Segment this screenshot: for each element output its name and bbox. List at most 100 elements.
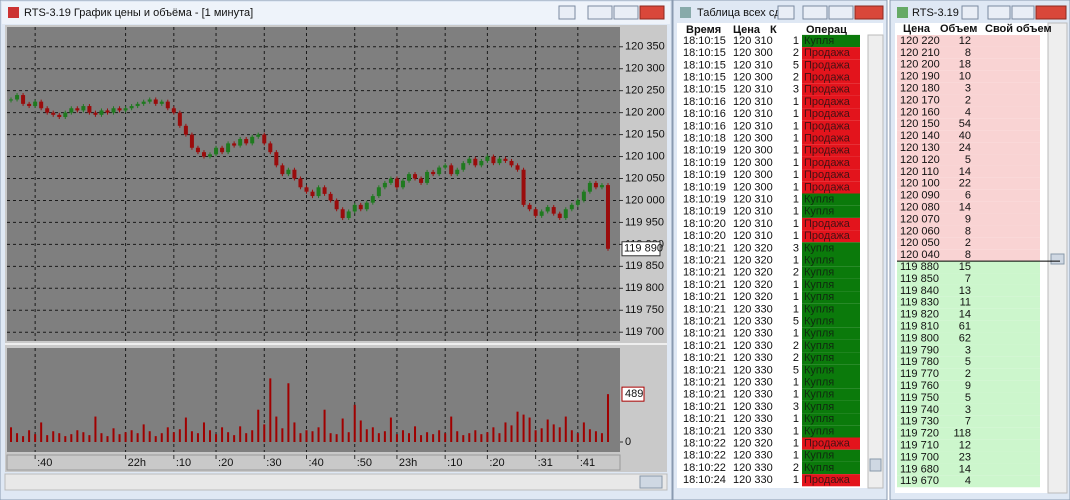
scroll-thumb[interactable] (869, 458, 882, 472)
volume-bar (395, 434, 398, 442)
trade-price: 120 310 (733, 206, 773, 218)
column-header[interactable]: Операц (806, 24, 847, 36)
maximize-button[interactable] (828, 5, 854, 20)
trade-quantity: 1 (793, 425, 799, 437)
trade-price: 120 330 (733, 474, 773, 486)
candle (509, 160, 514, 166)
close-button[interactable] (854, 5, 884, 20)
candle (262, 134, 267, 144)
ask-row (897, 106, 1040, 119)
candle (135, 103, 140, 107)
trade-price: 120 330 (733, 364, 773, 376)
operation-cell (802, 71, 860, 84)
close-button[interactable] (1035, 5, 1067, 20)
pin-button[interactable] (777, 5, 795, 20)
trade-quantity: 1 (793, 450, 799, 462)
price-axis (620, 27, 665, 452)
minimize-button[interactable] (587, 5, 613, 20)
book-volume: 12 (959, 35, 971, 47)
trade-quantity: 1 (793, 255, 799, 267)
candle (346, 211, 351, 219)
trade-price: 120 300 (733, 47, 773, 59)
trade-time: 18:10:21 (683, 413, 726, 425)
pin-button[interactable] (558, 5, 576, 20)
trade-operation: Купля (804, 340, 834, 352)
candle (250, 136, 255, 144)
trade-quantity: 2 (793, 352, 799, 364)
candle (99, 110, 104, 115)
trade-price: 120 330 (733, 352, 773, 364)
volume-bar (540, 428, 543, 442)
volume-bar (233, 435, 236, 442)
minimize-button[interactable] (802, 5, 828, 20)
trade-quantity: 1 (793, 35, 799, 47)
candle (473, 158, 478, 166)
trade-price: 120 330 (733, 340, 773, 352)
book-volume: 18 (959, 59, 971, 71)
candle (51, 112, 56, 115)
candle (425, 171, 430, 183)
volume-bar (275, 416, 278, 442)
volume-bar (34, 434, 37, 442)
candle (147, 99, 152, 102)
scroll-thumb[interactable] (1050, 253, 1065, 265)
book-price: 119 770 (900, 368, 939, 380)
trade-operation: Продажа (804, 84, 851, 96)
trade-operation: Купля (804, 364, 834, 376)
volume-bar (215, 434, 218, 442)
trade-time: 18:10:15 (683, 59, 726, 71)
volume-bar (456, 431, 459, 442)
book-volume: 12 (959, 440, 971, 452)
ask-row (897, 118, 1040, 131)
candle (394, 178, 399, 188)
book-volume: 2 (965, 237, 971, 249)
volume-bar (407, 433, 410, 442)
column-header[interactable]: Время (686, 24, 721, 36)
trade-price: 120 320 (733, 255, 773, 267)
book-volume: 54 (959, 118, 971, 130)
trade-time: 18:10:19 (683, 157, 726, 169)
column-header[interactable]: К (770, 24, 777, 36)
trade-operation: Купля (804, 279, 834, 291)
trade-quantity: 1 (793, 157, 799, 169)
horizontal-scrollbar[interactable] (4, 473, 668, 491)
close-button[interactable] (639, 5, 665, 20)
column-header[interactable]: Свой объем (985, 23, 1052, 35)
column-header[interactable]: Цена (733, 24, 761, 36)
volume-bar (474, 430, 477, 442)
column-header[interactable]: Объем (940, 23, 977, 35)
scroll-thumb[interactable] (639, 475, 663, 489)
book-volume: 118 (953, 428, 971, 440)
volume-bar (154, 436, 157, 442)
candle (304, 187, 309, 192)
candle (479, 160, 484, 166)
volume-bar (594, 431, 597, 442)
pin-button[interactable] (961, 5, 979, 20)
trade-price: 120 330 (733, 401, 773, 413)
maximize-button[interactable] (613, 5, 639, 20)
volume-bar (251, 430, 254, 442)
candle (316, 187, 321, 197)
volume-bar (347, 432, 350, 442)
volume-bar (118, 434, 121, 442)
operation-cell (802, 315, 860, 328)
operation-cell (802, 474, 860, 487)
candle (515, 165, 520, 170)
y-tick-label: 119 800 (625, 282, 664, 294)
minimize-button[interactable] (987, 5, 1011, 20)
ask-row (897, 225, 1040, 238)
maximize-button[interactable] (1011, 5, 1035, 20)
volume-bar (70, 434, 73, 442)
candle (75, 108, 80, 111)
x-tick-label: :20 (489, 457, 504, 469)
trade-price: 120 330 (733, 377, 773, 389)
vertical-scrollbar[interactable] (867, 34, 884, 489)
volume-bar (486, 432, 489, 442)
book-price: 119 800 (900, 332, 939, 344)
column-header[interactable]: Цена (903, 23, 931, 35)
operation-cell (802, 156, 860, 170)
volume-bar (178, 429, 181, 442)
ask-row (897, 177, 1040, 190)
operation-cell (802, 242, 860, 255)
time-axis (6, 454, 621, 471)
